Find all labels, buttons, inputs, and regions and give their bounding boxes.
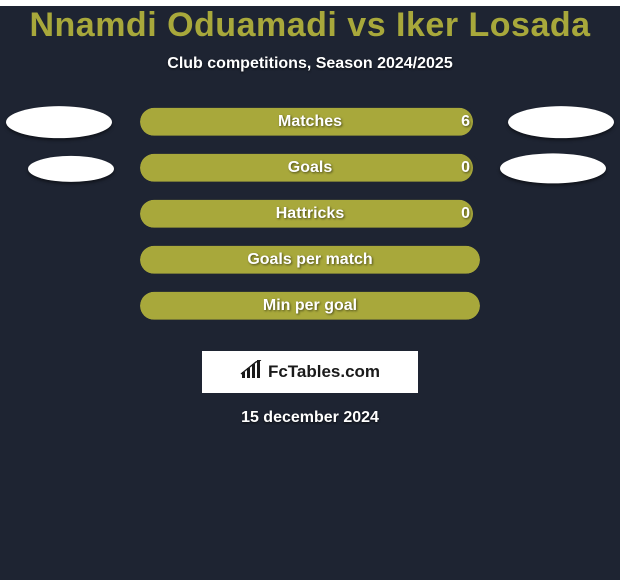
stat-value-right: 0 [451, 154, 480, 182]
stat-bar: Hattricks0 [140, 200, 480, 228]
logo-box: FcTables.com [202, 351, 418, 393]
subtitle: Club competitions, Season 2024/2025 [0, 55, 620, 73]
stat-value-right: 6 [451, 108, 480, 136]
stat-bar: Goals0 [140, 154, 480, 182]
stat-row: Matches6 [0, 103, 620, 149]
stat-bar: Min per goal [140, 292, 480, 320]
stat-bar-fill [140, 154, 473, 182]
stat-row: Min per goal [0, 287, 620, 333]
date-label: 15 december 2024 [0, 409, 620, 427]
stat-bar-fill [140, 200, 473, 228]
bar-chart-icon [240, 360, 264, 385]
stat-row: Hattricks0 [0, 195, 620, 241]
stat-rows: Matches6 Goals0 Hattricks0 Goals per match M… [0, 103, 620, 333]
stat-value-right: 0 [451, 200, 480, 228]
stat-row: Goals0 [0, 149, 620, 195]
player-left-marker [6, 106, 112, 138]
stat-bar-fill [140, 108, 473, 136]
stat-bar-fill [140, 246, 480, 274]
player-right-marker [508, 106, 614, 138]
stat-bar-fill [140, 292, 480, 320]
page-title: Nnamdi Oduamadi vs Iker Losada [0, 6, 620, 45]
comparison-infographic: Nnamdi Oduamadi vs Iker Losada Club comp… [0, 6, 620, 427]
player-right-marker [500, 153, 606, 183]
logo-text: FcTables.com [268, 362, 380, 382]
stat-bar: Goals per match [140, 246, 480, 274]
stat-bar: Matches6 [140, 108, 480, 136]
stat-row: Goals per match [0, 241, 620, 287]
player-left-marker [28, 156, 114, 182]
